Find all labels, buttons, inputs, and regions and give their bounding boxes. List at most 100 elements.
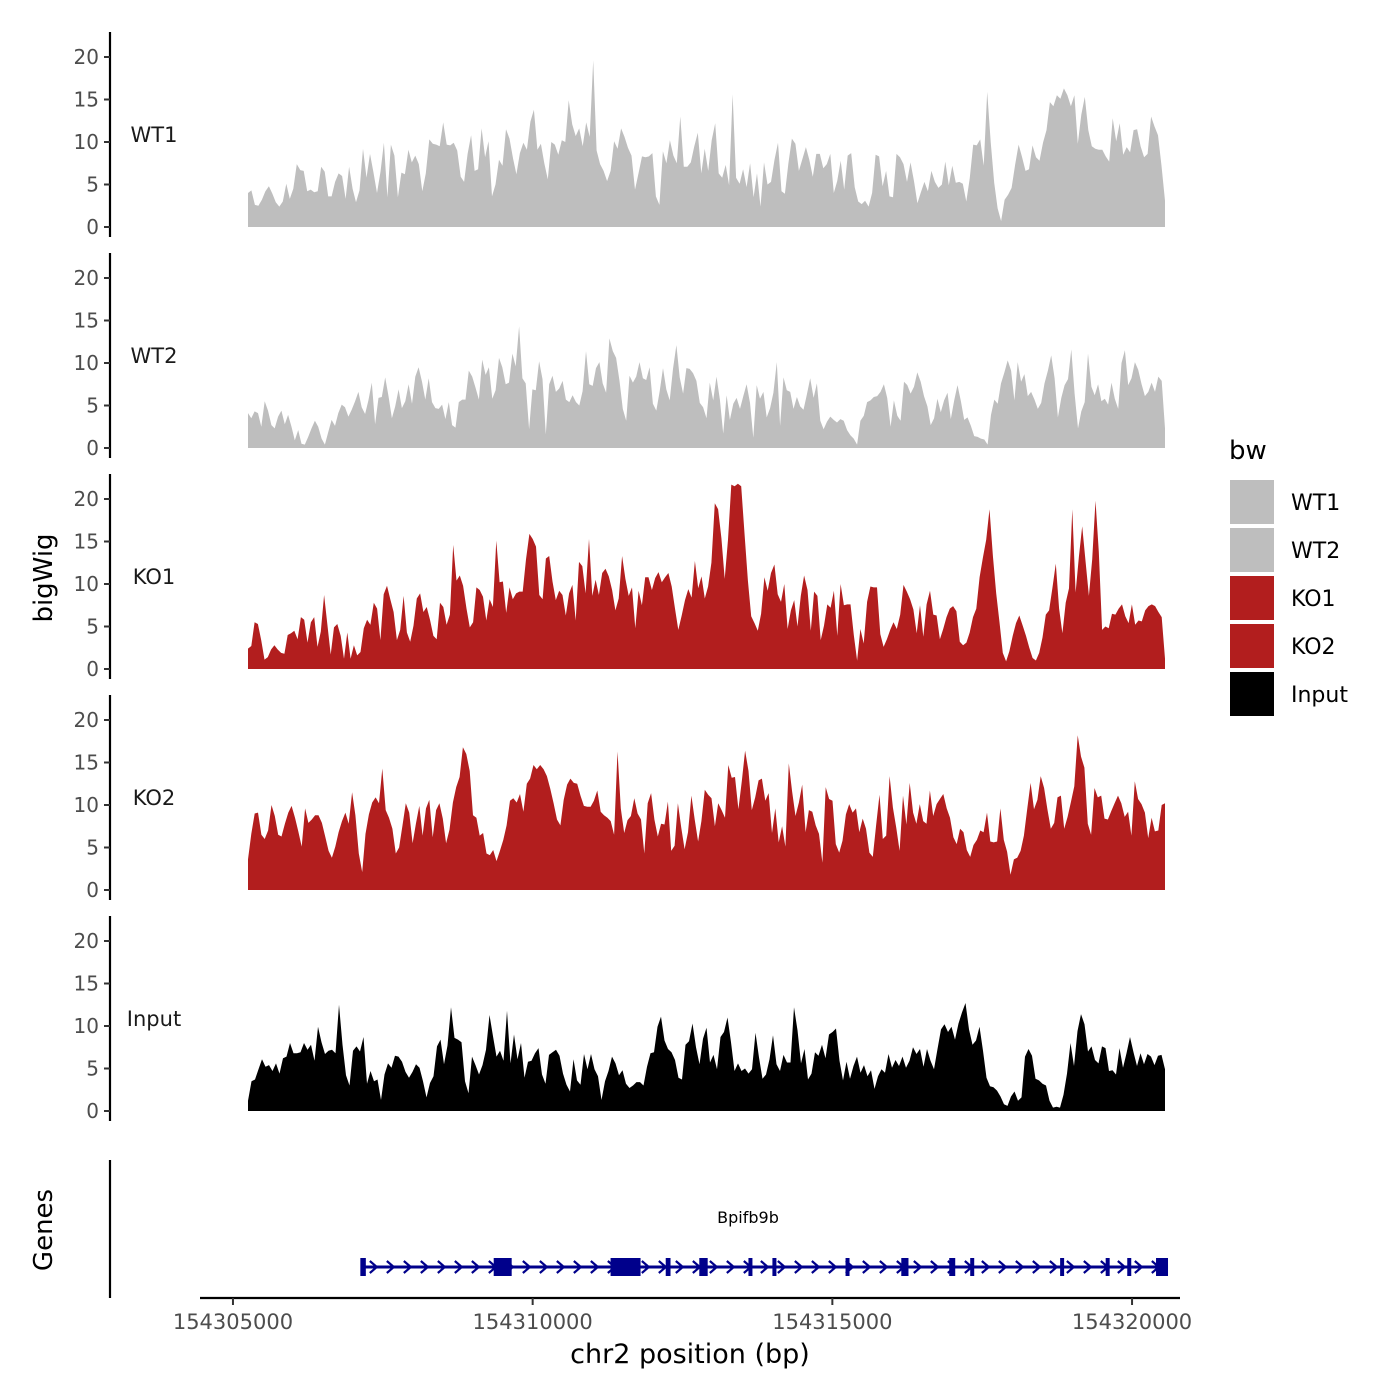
strand-arrow	[913, 1260, 923, 1274]
y-tick-label: 20	[74, 929, 99, 953]
y-tick-label: 10	[74, 793, 99, 817]
track-panels: 0 5 10 15 20 WT1 0 5 10 15 20 WT2 0 5 10 15 20 KO1 0 5 10 15 2…	[74, 32, 1165, 1123]
gene-exon	[772, 1258, 777, 1276]
y-tick-label: 10	[74, 351, 99, 375]
strand-arrow	[794, 1260, 804, 1274]
strand-arrow	[998, 1260, 1008, 1274]
legend-key-wt2	[1230, 528, 1274, 572]
gene-exon	[699, 1258, 708, 1276]
legend-label-wt1: WT1	[1291, 491, 1340, 516]
strand-arrow	[590, 1260, 600, 1274]
y-tick-label: 0	[86, 1099, 99, 1123]
strand-arrow	[539, 1260, 549, 1274]
strand-arrow	[471, 1260, 481, 1274]
track-input: 0 5 10 15 20 Input	[74, 916, 1165, 1123]
area-ko2	[248, 735, 1165, 890]
track-label: WT2	[131, 344, 178, 368]
y-tick-label: 10	[74, 572, 99, 596]
gene-name-label: Bpifb9b	[717, 1208, 779, 1227]
legend-key-input	[1230, 672, 1274, 716]
gene-exon	[1060, 1258, 1065, 1276]
strand-arrow	[454, 1260, 464, 1274]
gene-exon	[949, 1258, 956, 1276]
legend-title: bw	[1229, 436, 1267, 466]
y-tick-label: 15	[74, 88, 99, 112]
gene-exon	[901, 1258, 909, 1276]
area-wt2	[248, 326, 1165, 448]
strand-arrow	[556, 1260, 566, 1274]
strand-arrow	[1117, 1260, 1127, 1274]
y-tick-label: 5	[86, 394, 99, 418]
strand-arrow	[437, 1260, 447, 1274]
gene-exon	[1127, 1258, 1132, 1276]
y-tick-label: 5	[86, 1057, 99, 1081]
legend-label-ko1: KO1	[1291, 587, 1336, 612]
strand-arrow	[573, 1260, 583, 1274]
y-tick-label: 20	[74, 487, 99, 511]
area-input	[248, 1003, 1165, 1111]
track-ko1: 0 5 10 15 20 KO1	[74, 474, 1165, 681]
gene-exon	[665, 1258, 671, 1276]
strand-arrow	[675, 1260, 685, 1274]
gene-exon	[970, 1258, 975, 1276]
strand-arrow	[811, 1260, 821, 1274]
x-axis: 154305000 154310000 154315000 154320000	[173, 1296, 1192, 1334]
strand-arrow	[1066, 1260, 1076, 1274]
legend-key-ko1	[1230, 576, 1274, 620]
x-tick-label: 154305000	[173, 1310, 293, 1334]
legend: bw WT1 WT2 KO1 KO2 Input	[1229, 436, 1348, 716]
y-tick-label: 15	[74, 309, 99, 333]
strand-arrow	[1083, 1260, 1093, 1274]
strand-arrow	[726, 1260, 736, 1274]
strand-arrow	[930, 1260, 940, 1274]
strand-arrow	[641, 1260, 651, 1274]
y-tick-label: 20	[74, 708, 99, 732]
strand-arrow	[386, 1260, 396, 1274]
strand-arrow	[1134, 1260, 1144, 1274]
track-ko2: 0 5 10 15 20 KO2	[74, 695, 1165, 902]
y-tick-label: 20	[74, 45, 99, 69]
gene-track-title: Genes	[29, 1189, 59, 1271]
x-tick-label: 154315000	[772, 1310, 892, 1334]
y-tick-label: 15	[74, 751, 99, 775]
gene-exon	[361, 1258, 366, 1276]
strand-arrow	[828, 1260, 838, 1274]
y-tick-label: 0	[86, 878, 99, 902]
x-tick-label: 154310000	[473, 1310, 593, 1334]
strand-arrow	[777, 1260, 787, 1274]
strand-arrow	[403, 1260, 413, 1274]
strand-arrow	[369, 1260, 379, 1274]
track-wt1: 0 5 10 15 20 WT1	[74, 32, 1165, 239]
area-wt1	[248, 60, 1165, 228]
y-tick-label: 5	[86, 836, 99, 860]
strand-arrow	[760, 1260, 770, 1274]
gene-exon	[493, 1258, 512, 1276]
y-axis-title: bigWig	[29, 533, 59, 622]
strand-arrow	[709, 1260, 719, 1274]
gene-exon	[1105, 1258, 1110, 1276]
strand-arrow	[522, 1260, 532, 1274]
track-label: Input	[127, 1007, 181, 1031]
y-tick-label: 10	[74, 130, 99, 154]
strand-arrow	[1049, 1260, 1059, 1274]
legend-label-input: Input	[1291, 683, 1348, 708]
x-tick-label: 154320000	[1072, 1310, 1192, 1334]
x-axis-title: chr2 position (bp)	[570, 1339, 810, 1370]
legend-key-ko2	[1230, 624, 1274, 668]
track-label: KO1	[133, 565, 176, 589]
strand-arrow	[879, 1260, 889, 1274]
y-tick-label: 0	[86, 436, 99, 460]
y-tick-label: 15	[74, 972, 99, 996]
track-label: WT1	[131, 123, 178, 147]
y-tick-label: 5	[86, 615, 99, 639]
strand-arrow	[420, 1260, 430, 1274]
y-tick-label: 20	[74, 266, 99, 290]
gene-exon	[748, 1258, 753, 1276]
gene-exon	[610, 1258, 641, 1276]
gene-exon	[845, 1258, 850, 1276]
gene-exon	[1156, 1258, 1169, 1276]
strand-arrow	[1032, 1260, 1042, 1274]
strand-arrow	[862, 1260, 872, 1274]
strand-arrow	[981, 1260, 991, 1274]
